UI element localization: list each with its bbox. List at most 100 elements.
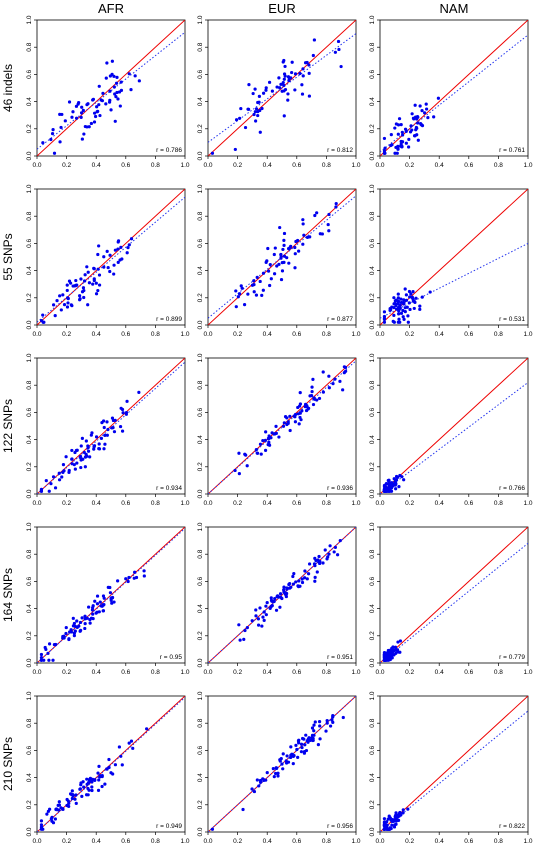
data-point: [279, 256, 283, 260]
x-tick-label: 1.0: [180, 162, 189, 169]
data-point: [254, 107, 259, 111]
data-point: [286, 92, 290, 96]
data-point: [299, 742, 304, 746]
data-point: [313, 213, 317, 218]
data-point: [390, 305, 394, 309]
data-point: [240, 286, 244, 290]
data-point: [127, 72, 131, 76]
data-point: [301, 67, 305, 71]
data-point: [265, 601, 269, 605]
data-point: [108, 253, 112, 257]
data-point: [418, 104, 422, 108]
data-point: [402, 300, 406, 305]
data-point: [400, 140, 405, 144]
x-tick-label: 0.4: [92, 669, 101, 676]
y-tick-label: 1.0: [369, 691, 376, 700]
data-point: [62, 303, 67, 307]
identity-line: [37, 527, 185, 663]
data-point: [80, 105, 84, 109]
data-point: [390, 823, 394, 827]
data-point: [56, 808, 61, 812]
data-point: [71, 110, 75, 114]
data-point: [97, 103, 101, 107]
data-point: [116, 579, 120, 583]
data-point: [51, 658, 55, 662]
x-tick-label: 0.6: [464, 669, 473, 676]
data-point: [318, 724, 322, 728]
data-point: [402, 478, 406, 482]
data-point: [105, 433, 109, 437]
data-point: [286, 98, 290, 102]
data-point: [264, 778, 268, 782]
x-tick-label: 1.0: [180, 331, 189, 338]
x-tick-label: 0.6: [121, 838, 130, 845]
x-tick-label: 0.0: [203, 331, 212, 338]
x-tick-label: 0.0: [32, 669, 41, 676]
scatter-panel: 0.0 0.0 0.2 0.2 0.4 0.4 0.6 0.6 0.8 0.8 1.0 1.0 r = …: [369, 691, 533, 845]
data-point: [331, 382, 335, 386]
data-point: [291, 582, 296, 586]
data-point: [293, 420, 298, 424]
data-point: [89, 433, 93, 437]
data-point: [59, 308, 63, 312]
data-point: [43, 645, 47, 650]
data-point: [96, 788, 101, 792]
data-point: [75, 619, 79, 623]
data-point: [109, 108, 113, 112]
data-point: [129, 237, 134, 241]
data-point: [87, 777, 91, 782]
plot-frame: [36, 188, 186, 326]
data-point: [253, 110, 257, 114]
scatter-panel: 0.0 0.0 0.2 0.2 0.4 0.4 0.6 0.6 0.8 0.8 1.0 1.0 r = …: [197, 184, 361, 338]
data-point: [402, 298, 406, 302]
x-tick-label: 0.8: [322, 331, 331, 338]
data-point: [313, 556, 317, 560]
data-point: [408, 307, 412, 312]
y-tick-label: 0.8: [197, 718, 204, 727]
y-tick-label: 0.2: [26, 800, 33, 809]
data-point: [305, 577, 309, 581]
column-title-eur: EUR: [268, 1, 295, 16]
data-point: [282, 238, 286, 243]
data-point: [114, 94, 118, 99]
data-point: [81, 780, 85, 784]
data-point: [49, 137, 53, 142]
x-tick-label: 1.0: [351, 162, 360, 169]
y-tick-label: 0.4: [26, 773, 33, 782]
data-point: [118, 104, 122, 108]
data-point: [331, 714, 335, 718]
data-point: [300, 580, 305, 585]
data-point: [104, 102, 108, 106]
data-point: [112, 74, 116, 78]
data-point: [338, 538, 342, 543]
x-tick-label: 0.2: [62, 162, 71, 169]
y-tick-label: 1.0: [369, 15, 376, 24]
data-point: [278, 86, 282, 90]
x-tick-label: 1.0: [351, 838, 360, 845]
data-point: [396, 818, 401, 822]
data-point: [280, 596, 284, 601]
data-point: [67, 100, 72, 104]
data-point: [282, 114, 286, 118]
data-point: [96, 267, 100, 271]
x-tick-label: 0.6: [464, 500, 473, 507]
y-tick-label: 0.6: [197, 70, 204, 79]
data-point: [403, 287, 407, 291]
fit-line: [380, 242, 528, 319]
data-point: [86, 449, 91, 453]
data-point: [281, 80, 285, 85]
data-point: [313, 720, 317, 724]
data-point: [51, 128, 55, 132]
data-point: [78, 787, 82, 791]
fit-line: [380, 542, 528, 663]
data-point: [264, 613, 268, 617]
x-tick-label: 0.8: [322, 500, 331, 507]
data-point: [85, 777, 89, 781]
data-point: [304, 733, 308, 737]
data-point: [75, 461, 79, 465]
data-point: [256, 623, 261, 627]
data-point: [61, 463, 66, 467]
correlation-label: r = 0.812: [327, 147, 353, 154]
y-tick-label: 0.4: [369, 435, 376, 444]
data-point: [307, 94, 312, 98]
